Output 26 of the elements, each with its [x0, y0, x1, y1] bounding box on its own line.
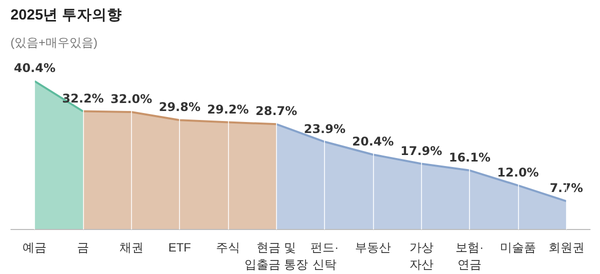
x-tick-label: 미술품: [500, 240, 536, 254]
data-label: 16.1%: [448, 150, 490, 164]
data-label: 7.7%: [550, 181, 583, 196]
x-tick-label: ETF: [168, 240, 192, 254]
data-label: 28.7%: [256, 104, 298, 118]
x-tick-label: 현금 및 입출금 통장: [244, 240, 308, 272]
data-label: 17.9%: [400, 144, 442, 158]
x-tick-label: 회원권: [548, 240, 584, 254]
data-label: 40.4%: [14, 61, 56, 76]
x-tick-label: 주식: [216, 240, 240, 254]
data-label: 29.8%: [158, 100, 200, 114]
data-label: 20.4%: [352, 134, 394, 149]
chart-title: 2025년 투자의향: [10, 8, 122, 24]
x-tick-label: 채권: [119, 240, 144, 254]
data-label: 23.9%: [304, 122, 346, 136]
x-tick-label: 펀드· 신탁: [310, 240, 339, 272]
x-tick-label: 예금: [22, 240, 47, 254]
data-label: 29.2%: [207, 102, 249, 116]
data-label: 32.0%: [110, 92, 152, 106]
x-tick-label: 가상 자산: [409, 240, 434, 272]
x-tick-label: 부동산: [355, 240, 391, 254]
chart-subtitle: (있음+매우있음): [10, 36, 98, 50]
data-label: 32.2%: [62, 91, 104, 106]
x-tick-label: 보험· 연금: [456, 240, 484, 272]
data-label: 12.0%: [497, 165, 539, 180]
x-tick-label: 금: [77, 240, 89, 254]
